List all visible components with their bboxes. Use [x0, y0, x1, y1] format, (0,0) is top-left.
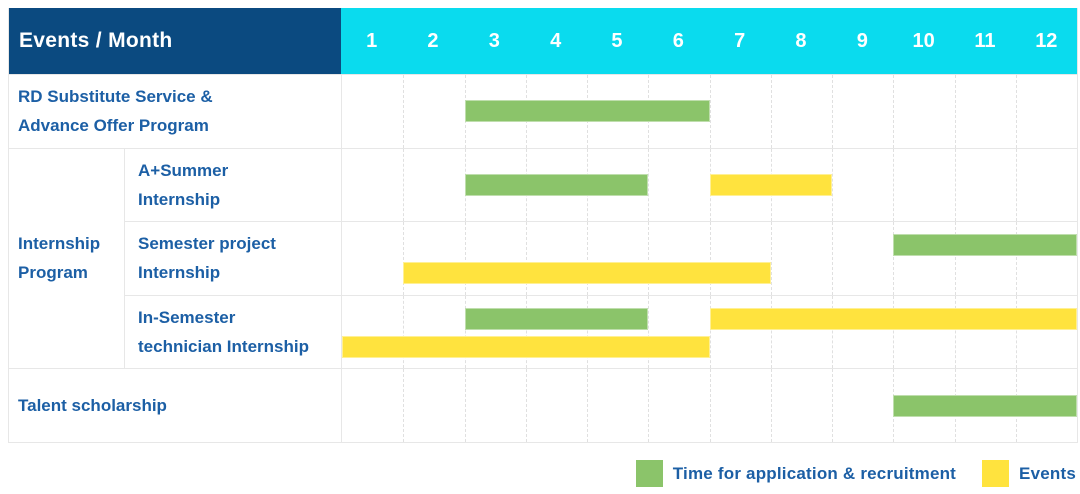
group-label-line: Program: [18, 263, 88, 283]
month-gridline: [709, 222, 711, 295]
month-gridline: [954, 222, 956, 295]
events-color-swatch-icon: [982, 460, 1010, 487]
row-label-line: Advance Offer Program: [18, 116, 209, 136]
row-label-line: In-Semester: [138, 308, 236, 328]
timeline-semester-project-internship: [341, 221, 1077, 295]
month-gridline: [709, 369, 711, 442]
month-header-cell: 6: [672, 29, 684, 52]
recruitment-color-swatch-icon: [635, 460, 663, 487]
month-gridline: [587, 369, 588, 442]
row-label-line: A+Summer: [138, 160, 229, 180]
row-label-line: RD Substitute Service &: [18, 87, 213, 107]
month-gridline: [587, 295, 588, 369]
month-gridline: [464, 295, 466, 369]
month-gridline: [709, 295, 711, 369]
row-label-line: technician Internship: [138, 337, 309, 357]
month-gridline: [464, 369, 466, 442]
month-gridline: [832, 369, 833, 442]
month-gridline: [648, 222, 650, 295]
recruitment-bar: [893, 394, 1077, 417]
month-header-cell: 2: [427, 29, 439, 52]
month-gridline: [403, 148, 405, 222]
table-title: Events / Month: [19, 29, 173, 52]
row-label-line: Talent scholarship: [18, 396, 167, 416]
timeline-rd-substitute: [341, 74, 1077, 148]
legend-label: Events: [1019, 463, 1076, 483]
month-gridline: [832, 148, 833, 222]
month-gridline: [525, 369, 527, 442]
month-header-cell: 10: [912, 29, 935, 52]
month-header-cell: 7: [734, 29, 746, 52]
month-gridline: [770, 369, 772, 442]
month-gridline: [893, 222, 895, 295]
group-label-internship-program: Internship Program: [9, 147, 125, 369]
month-header-cell: 4: [550, 29, 562, 52]
month-gridline: [403, 75, 405, 148]
month-gridline: [954, 295, 956, 369]
event-bar: [342, 335, 710, 358]
row-label-in-semester-technician-internship: In-Semester technician Internship: [125, 294, 341, 369]
recruitment-bar: [893, 234, 1077, 257]
month-gridline: [709, 75, 711, 148]
month-gridline: [770, 75, 772, 148]
legend: Time for application & recruitment Event…: [635, 460, 1076, 487]
month-header-cell: 3: [488, 29, 500, 52]
month-header-row: 1 2 3 4 5 6 7 8 9 10 11 12: [341, 8, 1077, 74]
legend-item-recruitment: Time for application & recruitment: [635, 460, 957, 487]
month-gridline: [954, 75, 956, 148]
month-gridline: [648, 148, 650, 222]
month-gridline: [648, 295, 650, 369]
month-gridline: [403, 222, 405, 295]
month-gridline: [893, 295, 895, 369]
group-label-line: Internship: [18, 234, 101, 254]
month-gridline: [464, 222, 466, 295]
gantt-schedule-table: Events / Month 1 2 3 4 5 6 7 8 9 10 11 1…: [8, 8, 1078, 443]
row-label-a-plus-summer-internship: A+Summer Internship: [125, 147, 341, 222]
timeline-a-plus-summer-internship: [341, 147, 1077, 222]
event-bar: [709, 307, 1077, 330]
month-gridline: [648, 369, 650, 442]
timeline-in-semester-technician-internship: [341, 294, 1077, 369]
month-gridline: [403, 295, 405, 369]
row-label-line: Internship: [138, 189, 221, 209]
recruitment-bar: [464, 173, 649, 196]
event-bar: [709, 173, 832, 196]
month-gridline: [893, 75, 895, 148]
event-bar: [403, 262, 771, 285]
events-month-header-cell: Events / Month: [9, 8, 341, 74]
row-label-line: Semester project: [138, 234, 276, 254]
month-gridline: [525, 222, 527, 295]
timeline-talent-scholarship: [341, 368, 1077, 442]
month-gridline: [403, 369, 405, 442]
recruitment-bar: [464, 100, 710, 123]
row-label-line: Internship: [138, 263, 221, 283]
month-gridline: [770, 222, 772, 295]
month-header-cell: 12: [1035, 29, 1058, 52]
month-gridline: [1015, 148, 1017, 222]
month-header-cell: 9: [856, 29, 868, 52]
month-header-cell: 8: [795, 29, 807, 52]
month-header-cell: 5: [611, 29, 623, 52]
month-gridline: [832, 222, 833, 295]
month-header-cell: 11: [974, 29, 996, 52]
row-label-talent-scholarship: Talent scholarship: [9, 368, 341, 442]
month-gridline: [832, 295, 833, 369]
month-gridline: [893, 148, 895, 222]
month-gridline: [525, 295, 527, 369]
month-gridline: [832, 75, 833, 148]
row-label-rd-substitute: RD Substitute Service & Advance Offer Pr…: [9, 74, 341, 148]
month-gridline: [1015, 222, 1017, 295]
month-gridline: [954, 148, 956, 222]
legend-item-events: Events: [982, 460, 1076, 487]
legend-label: Time for application & recruitment: [672, 463, 957, 483]
month-gridline: [1015, 75, 1017, 148]
month-gridline: [770, 295, 772, 369]
month-header-cell: 1: [366, 29, 378, 52]
recruitment-bar: [464, 307, 649, 330]
month-gridline: [587, 222, 588, 295]
month-gridline: [1015, 295, 1017, 369]
row-label-semester-project-internship: Semester project Internship: [125, 221, 341, 295]
